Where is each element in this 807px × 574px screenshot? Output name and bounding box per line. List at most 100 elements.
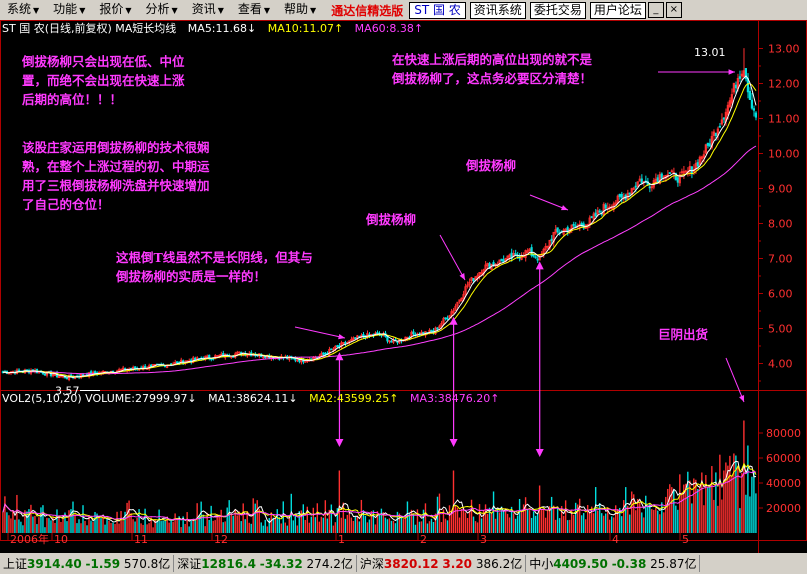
time-tick-label: 2 [420, 533, 427, 546]
volume-bar [743, 420, 745, 533]
volume-bar [192, 520, 194, 533]
volume-bar [122, 521, 124, 533]
menu-help[interactable]: 帮助 ▼ [284, 2, 317, 16]
index-shanghai[interactable]: 上证3914.40 -1.59 570.8亿 [0, 555, 175, 572]
candle-body [598, 210, 601, 213]
volume-tick-label: 60000 [766, 452, 801, 465]
volume-bar [52, 517, 54, 533]
volume-bar [536, 513, 539, 533]
candle-body [474, 276, 477, 281]
candle-body [674, 172, 677, 181]
candle-body [722, 117, 725, 120]
volume-bar [232, 515, 234, 533]
volume-bar [661, 502, 663, 533]
candle-body [119, 369, 123, 371]
candle-body [538, 255, 541, 261]
vol-ma1-line [2, 460, 757, 524]
volume-bar [168, 522, 170, 533]
volume-bar [384, 517, 387, 533]
volume-bar [340, 517, 343, 533]
volume-bar [689, 480, 691, 533]
volume-bar [526, 509, 529, 533]
volume-bar [607, 507, 609, 533]
menu-analysis[interactable]: 分析 ▼ [145, 2, 178, 16]
index-smallcap[interactable]: 中小4409.50 -0.38 25.87亿 [526, 555, 701, 572]
candle-body [634, 185, 637, 188]
candle-body [732, 82, 735, 93]
volume-bar [208, 519, 210, 533]
time-tick-label: 5 [682, 533, 689, 546]
volume-bar [108, 520, 110, 533]
volume-bar [691, 503, 693, 533]
volume-bar [552, 505, 555, 533]
volume-bar [480, 518, 483, 533]
volume-bar [228, 500, 230, 533]
candle-body [618, 193, 621, 197]
volume-bar [308, 522, 311, 533]
candle-body [322, 352, 325, 355]
volume-bar [302, 504, 305, 533]
close-icon[interactable]: × [665, 2, 682, 18]
volume-bar [627, 505, 629, 533]
candle-body [442, 318, 445, 324]
volume-bar [502, 510, 505, 533]
candle-body [440, 322, 443, 327]
volume-bar [334, 522, 337, 533]
volume-bar [402, 519, 405, 533]
candle-body [602, 203, 605, 216]
candle-body [386, 335, 389, 342]
candle-body [320, 353, 323, 357]
candle-body [117, 369, 121, 372]
candle-body [500, 258, 503, 262]
forum-button[interactable]: 用户论坛 [589, 1, 646, 19]
volume-bar [6, 512, 8, 533]
index-hushen[interactable]: 沪深3820.12 3.20 386.2亿 [357, 555, 527, 572]
index-shenzhen[interactable]: 深证12816.4 -34.32 274.2亿 [174, 555, 357, 572]
stock-name-box[interactable]: ST 国 农 [409, 1, 466, 19]
volume-bar [534, 515, 537, 533]
volume-bar [118, 523, 120, 533]
volume-bar [144, 508, 146, 533]
volume-bar [206, 512, 208, 533]
note-low-position: 倒拔杨柳只会出现在低、中位 置，而绝不会出现在快速上涨 后期的高位！！！ [22, 54, 185, 107]
volume-bar [370, 511, 373, 533]
candle-body [430, 329, 433, 333]
volume-bar [673, 489, 675, 533]
volume-bar [58, 515, 60, 533]
volume-bar [262, 525, 264, 533]
volume-bar [270, 512, 272, 533]
trade-button[interactable]: 委托交易 [529, 1, 586, 19]
candle-body [390, 340, 393, 343]
menu-view[interactable]: 查看 ▼ [237, 2, 271, 16]
minimize-icon[interactable]: _ [647, 2, 664, 18]
menu-function[interactable]: 功能 ▼ [53, 2, 86, 16]
volume-bar [374, 524, 377, 533]
volume-bar [30, 504, 32, 533]
volume-bar [458, 517, 461, 533]
volume-bar [386, 519, 389, 533]
volume-bar [518, 498, 521, 533]
volume-bar [679, 474, 681, 533]
price-title: ST 国 农(日线,前复权) MA短长均线 [2, 22, 177, 35]
candle-body [604, 204, 607, 209]
menu-quote[interactable]: 报价 ▼ [99, 2, 132, 16]
volume-bar [727, 465, 729, 533]
volume-tick-label: 80000 [766, 427, 801, 440]
candle-body [446, 317, 449, 320]
arrow-big-bear [725, 357, 745, 403]
candle-body [350, 338, 353, 341]
chart-area[interactable]: 13.00 12.00 11.00 10.00 9.00 8.00 7.00 6.00 5.00… [0, 20, 807, 553]
volume-bar [669, 484, 671, 533]
volume-bar [556, 507, 559, 533]
volume-bar [699, 486, 701, 533]
candle-body [532, 254, 535, 257]
volume-bar [641, 512, 643, 533]
note-high-position: 在快速上涨后期的高位出现的就不是 倒拔杨柳了，这点务必要区分清楚！ [392, 52, 593, 86]
brand-title: 通达信精选版 [331, 3, 404, 18]
info-system-button[interactable]: 资讯系统 [469, 1, 526, 19]
candle-body [336, 345, 339, 348]
menu-system[interactable]: 系统 ▼ [7, 2, 40, 16]
volume-bar [592, 513, 595, 533]
menu-info[interactable]: 资讯 ▼ [191, 2, 224, 16]
volume-bar [428, 521, 431, 533]
